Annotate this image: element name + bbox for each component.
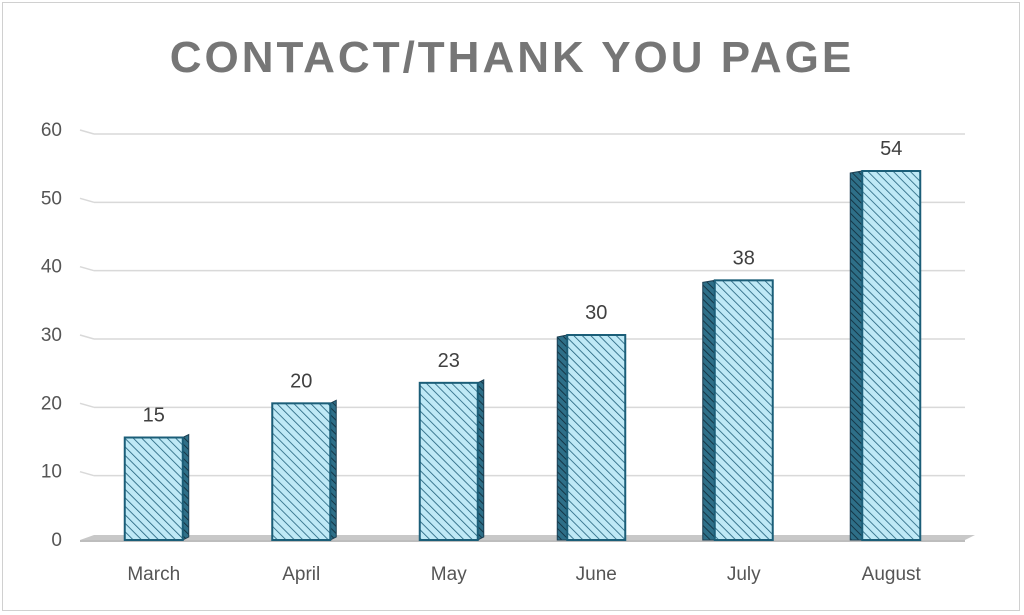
x-tick-label: July <box>727 564 761 585</box>
gridline-diagonal <box>79 402 95 409</box>
x-axis-labels: March April May June July August <box>127 564 921 585</box>
bar <box>713 279 774 541</box>
x-tick-label: August <box>862 564 922 585</box>
data-label: 23 <box>438 350 460 372</box>
data-label: 20 <box>290 370 312 392</box>
bar <box>861 170 922 541</box>
data-label: 15 <box>143 405 165 427</box>
gridline-diagonal <box>79 129 95 135</box>
data-label: 54 <box>880 138 902 160</box>
y-tick-label: 60 <box>41 120 62 141</box>
bar-side <box>556 334 568 541</box>
x-tick-label: June <box>576 564 617 585</box>
gridline-diagonal <box>79 470 95 477</box>
x-tick-label: March <box>127 564 180 585</box>
y-tick-label: 50 <box>41 188 62 209</box>
data-label: 38 <box>733 247 755 269</box>
gridline-diagonal <box>79 197 95 204</box>
data-label: 30 <box>585 302 607 324</box>
x-tick-label: May <box>431 564 467 585</box>
y-tick-label: 40 <box>41 257 62 278</box>
gridlines <box>79 129 965 477</box>
gridline-diagonal <box>79 334 95 340</box>
y-axis-ticks: 0 10 20 30 40 50 60 <box>41 120 62 551</box>
bar-side <box>702 279 716 541</box>
chart-floor <box>80 535 975 542</box>
data-labels: 15 20 23 30 38 54 <box>143 138 903 427</box>
y-tick-label: 10 <box>41 462 62 483</box>
bar <box>123 436 184 541</box>
bar-side <box>849 170 863 541</box>
x-tick-label: April <box>282 564 320 585</box>
y-tick-label: 20 <box>41 393 62 414</box>
gridline-diagonal <box>79 265 95 272</box>
bar <box>418 381 479 542</box>
bar <box>271 402 332 542</box>
y-tick-label: 30 <box>41 325 62 346</box>
bar <box>566 334 627 541</box>
chart-title: CONTACT/THANK YOU PAGE <box>169 33 855 82</box>
floor-plane <box>80 535 975 540</box>
y-tick-label: 0 <box>51 530 62 551</box>
bars <box>123 170 922 542</box>
